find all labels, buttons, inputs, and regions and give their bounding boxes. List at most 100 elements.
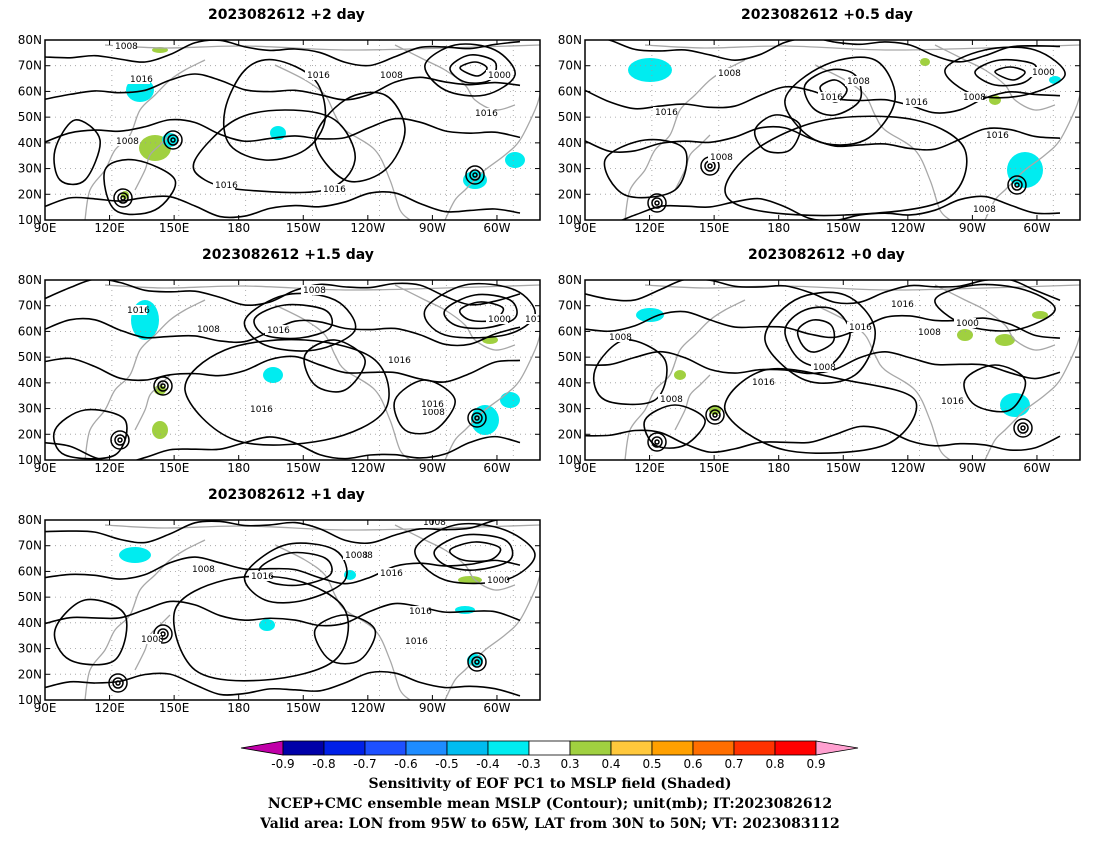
colorbar-swatch bbox=[733, 740, 776, 756]
contour-label-bg bbox=[305, 70, 327, 80]
colorbar-label: -0.8 bbox=[312, 757, 335, 771]
contour-label-bg bbox=[249, 571, 271, 581]
sensitivity-shade bbox=[119, 547, 151, 563]
y-tick-label: 30N bbox=[18, 642, 42, 656]
contour-label: 1016 bbox=[849, 323, 872, 333]
contour-label: 1016 bbox=[905, 98, 928, 108]
contour-label-bg bbox=[845, 76, 867, 86]
y-tick-label: 40N bbox=[18, 136, 42, 150]
x-tick-label: 90W bbox=[419, 461, 446, 475]
isobar bbox=[724, 115, 968, 217]
contour-label-bg bbox=[939, 396, 961, 406]
coastline bbox=[84, 299, 206, 460]
isobar bbox=[117, 192, 129, 204]
isobar bbox=[709, 409, 721, 421]
isobar bbox=[45, 40, 521, 67]
colorbar-label: 0.3 bbox=[560, 757, 579, 771]
contour-label: 1008 bbox=[115, 42, 138, 52]
contour-label: 1016 bbox=[986, 131, 1009, 141]
x-tick-label: 150E bbox=[159, 221, 190, 235]
coastline bbox=[274, 304, 411, 460]
isobar bbox=[651, 436, 663, 448]
isobar bbox=[167, 134, 179, 146]
contour-label: 1016 bbox=[267, 326, 290, 336]
contour-label: 1016 bbox=[307, 71, 330, 81]
colorbar-label: 0.6 bbox=[683, 757, 702, 771]
panel-title-p5: 2023082612 +1 day bbox=[208, 487, 365, 503]
sensitivity-shade bbox=[920, 58, 930, 66]
y-tick-label: 50N bbox=[18, 590, 42, 604]
isobar bbox=[103, 158, 177, 216]
contour-label: 1000 bbox=[488, 315, 511, 325]
contour-label: 1016 bbox=[127, 306, 150, 316]
isobar bbox=[184, 338, 390, 446]
contour-label: 1016 bbox=[891, 300, 914, 310]
contour-label: 1008 bbox=[813, 363, 836, 373]
isobar bbox=[707, 163, 713, 169]
contour-label-bg bbox=[961, 92, 983, 102]
sensitivity-shade bbox=[162, 133, 178, 147]
contour-label: 1008 bbox=[116, 137, 139, 147]
coastline bbox=[394, 284, 516, 351]
caption-line-1: Sensitivity of EOF PC1 to MSLP field (Sh… bbox=[368, 776, 732, 792]
isobar bbox=[52, 408, 128, 460]
contour-label-bg bbox=[195, 324, 217, 334]
colorbar-label: -0.9 bbox=[271, 757, 294, 771]
y-tick-label: 20N bbox=[18, 187, 42, 201]
isobar bbox=[712, 412, 718, 418]
colorbar-label: 0.9 bbox=[806, 757, 825, 771]
x-tick-label: 120E bbox=[94, 701, 125, 715]
x-tick-label: 120W bbox=[890, 461, 925, 475]
contour-label-bg bbox=[889, 299, 911, 309]
y-tick-label: 80N bbox=[18, 33, 42, 47]
sensitivity-shade bbox=[259, 619, 275, 631]
contour-label: 1016 bbox=[380, 569, 403, 579]
isobar bbox=[753, 114, 802, 154]
contour-label: 1016 bbox=[251, 572, 274, 582]
colorbar-label: -0.3 bbox=[517, 757, 540, 771]
isobar bbox=[472, 172, 478, 178]
x-tick-label: 90W bbox=[419, 701, 446, 715]
contour-label-bg bbox=[321, 184, 343, 194]
x-tick-label: 120E bbox=[94, 221, 125, 235]
y-tick-label: 70N bbox=[18, 299, 42, 313]
panel-title-p2: 2023082612 +0.5 day bbox=[741, 7, 913, 23]
x-tick-label: 90W bbox=[959, 461, 986, 475]
contour-label-bg bbox=[916, 327, 938, 337]
x-tick-label: 120W bbox=[350, 461, 385, 475]
contour-label-bg bbox=[1030, 67, 1052, 77]
contour-label-bg bbox=[265, 325, 287, 335]
contour-label: 1016 bbox=[752, 378, 775, 388]
isobar bbox=[393, 379, 456, 435]
contour-label: 1008 bbox=[197, 325, 220, 335]
coastline bbox=[674, 374, 711, 431]
contour-label: 1016 bbox=[250, 405, 273, 415]
colorbar-label: -0.5 bbox=[435, 757, 458, 771]
contour-label-bg bbox=[658, 394, 680, 404]
contour-label: 1008 bbox=[710, 153, 733, 163]
coastline bbox=[644, 284, 1080, 291]
y-tick-label: 20N bbox=[18, 427, 42, 441]
colorbar-label: -0.7 bbox=[353, 757, 376, 771]
colorbar-swatch bbox=[405, 740, 448, 756]
panel-title-p1: 2023082612 +2 day bbox=[208, 7, 365, 23]
isobar bbox=[448, 541, 502, 563]
sensitivity-shade bbox=[995, 334, 1015, 346]
y-tick-label: 50N bbox=[18, 350, 42, 364]
colorbar-label: -0.4 bbox=[476, 757, 499, 771]
contour-label: 1016 bbox=[421, 400, 444, 410]
isobar bbox=[433, 533, 514, 571]
isobar bbox=[45, 190, 521, 219]
x-tick-label: 60W bbox=[483, 221, 510, 235]
x-tick-label: 60W bbox=[483, 461, 510, 475]
y-tick-label: 10N bbox=[18, 213, 42, 227]
colorbar-swatch bbox=[323, 740, 366, 756]
colorbar-swatch bbox=[651, 740, 694, 756]
isobar bbox=[115, 680, 121, 686]
y-tick-label: 80N bbox=[18, 273, 42, 287]
coastline bbox=[104, 524, 540, 531]
x-tick-label: 150W bbox=[826, 461, 861, 475]
coastline bbox=[984, 94, 1080, 220]
coastline bbox=[444, 94, 540, 220]
x-tick-label: 120W bbox=[890, 221, 925, 235]
